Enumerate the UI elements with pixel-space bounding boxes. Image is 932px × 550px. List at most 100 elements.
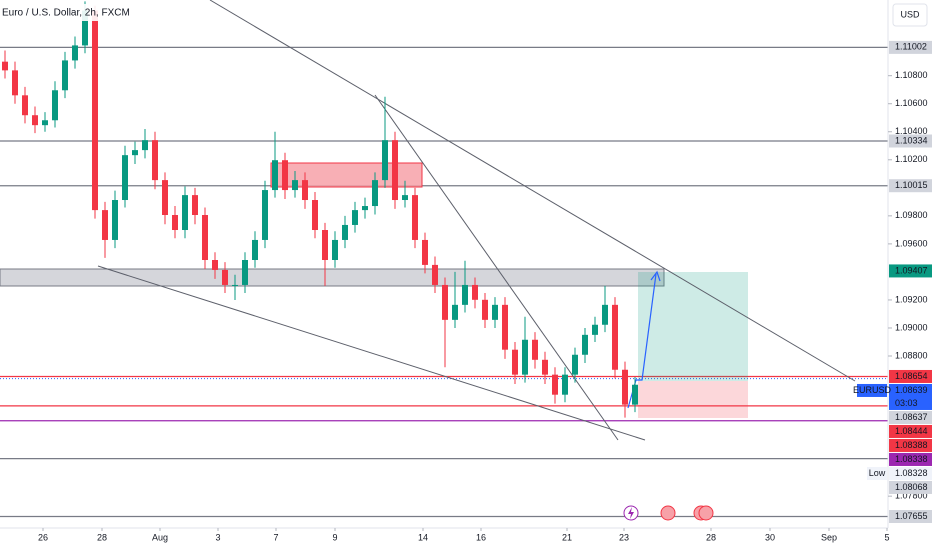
y-tick-label: 1.09800 [895, 210, 928, 220]
candle-body [372, 180, 378, 207]
x-tick-label: 5 [884, 532, 889, 542]
candle-body [382, 140, 388, 181]
candle-body [482, 299, 488, 320]
candle-body [22, 95, 28, 116]
candle-body [602, 304, 608, 325]
x-tick-label: 21 [562, 532, 572, 542]
price-label: 1.08328 [895, 468, 928, 478]
candle-body [72, 45, 78, 61]
candle-body [422, 239, 428, 265]
price-label-bg [889, 509, 932, 523]
title-bg [0, 4, 118, 21]
event-icons [623, 505, 714, 521]
candle-body [522, 339, 528, 375]
candle-body [122, 155, 128, 201]
trend-line [374, 94, 619, 441]
candle-body [592, 324, 598, 335]
candle-body [412, 195, 418, 240]
candle-body [62, 60, 68, 91]
zone-box [0, 268, 665, 287]
grid-layer [0, 46, 888, 518]
trend-line [209, 0, 856, 382]
x-tick-label: 26 [38, 532, 48, 542]
currency-button[interactable] [892, 3, 928, 27]
candle-body [102, 210, 108, 240]
price-label: 1.08637 [895, 412, 928, 422]
y-tick-label: 1.09200 [895, 294, 928, 304]
price-label: 1.08338 [895, 454, 928, 464]
trend-line [97, 265, 646, 441]
candle-body [132, 150, 138, 156]
candle-body [562, 374, 568, 395]
price-label-bg [889, 480, 932, 494]
price-label: 1.08068 [895, 482, 928, 492]
candle-body [402, 195, 408, 201]
candle-body [392, 140, 398, 201]
candle-body [632, 384, 638, 405]
candle-body [2, 61, 8, 71]
price-label-bg [889, 383, 932, 410]
candle-body [112, 200, 118, 240]
price-label-bg [889, 40, 932, 54]
candle-body [542, 359, 548, 375]
price-label: 1.10015 [895, 180, 928, 190]
candle-body [212, 260, 218, 270]
candle-body [42, 120, 48, 126]
x-tick-label: 14 [418, 532, 428, 542]
x-tick-label: 28 [97, 532, 107, 542]
price-label-bg [889, 179, 932, 193]
candle-body [312, 200, 318, 231]
y-tick-label: 1.10600 [895, 98, 928, 108]
event-icon[interactable] [660, 505, 676, 521]
price-label: 1.07655 [895, 511, 928, 521]
y-tick-label: 1.10800 [895, 70, 928, 80]
candle-body [462, 284, 468, 305]
candle-body [572, 354, 578, 375]
chart-title: Euro / U.S. Dollar, 2h, FXCM [2, 8, 130, 19]
arrow-head [650, 270, 661, 282]
price-label: 1.11002 [895, 42, 927, 52]
price-label-bg [889, 424, 932, 438]
price-label: 1.08654 [895, 371, 928, 381]
candle-body [512, 349, 518, 375]
name-label-bg [867, 466, 887, 480]
x-tick-label: 28 [706, 532, 716, 542]
candle-body [532, 339, 538, 360]
x-tick-label: 30 [765, 532, 775, 542]
x-tick-label: Aug [152, 532, 168, 542]
stop-box [638, 381, 748, 418]
name-label: EURUSD [853, 385, 892, 395]
candle-body [282, 160, 288, 191]
event-icon-bolt [628, 507, 634, 519]
x-tick-label: 23 [619, 532, 629, 542]
currency[interactable]: USD [900, 9, 920, 19]
price-label-bg [889, 264, 932, 278]
candle-body [492, 304, 498, 320]
countdown: 03:03 [895, 398, 918, 408]
candle-body [222, 269, 228, 285]
candle-body [452, 304, 458, 320]
event-icon[interactable] [698, 505, 714, 521]
y-tick-label: 1.09000 [895, 322, 928, 332]
price-label: 1.10334 [895, 135, 928, 145]
candle-body [202, 215, 208, 260]
price-label: 1.09407 [895, 265, 928, 275]
price-label-bg [889, 410, 932, 424]
candle-body [272, 160, 278, 191]
candle-body [362, 206, 368, 211]
candle-body [12, 70, 18, 96]
name-label: Low [869, 468, 886, 478]
target-box [638, 272, 748, 381]
candle-body [352, 210, 358, 225]
candle-body [232, 284, 238, 286]
candle-body [432, 264, 438, 285]
price-label-bg [889, 369, 932, 383]
candle-body [612, 304, 618, 370]
price-label-bg [889, 438, 932, 452]
price-label-bg [889, 134, 932, 148]
candle-body [152, 140, 158, 181]
x-tick-label: 16 [476, 532, 486, 542]
candle-body [162, 180, 168, 216]
